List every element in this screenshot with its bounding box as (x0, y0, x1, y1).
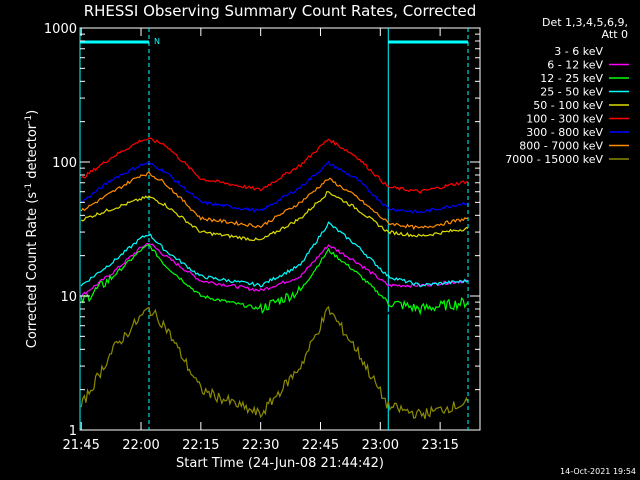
series-line (80, 305, 469, 420)
x-axis-label: Start Time (24-Jun-08 21:44:42) (176, 456, 384, 471)
x-tick-label: 22:00 (122, 438, 159, 453)
legend-label: 6 - 12 keV (547, 59, 603, 72)
legend-label: 25 - 50 keV (540, 86, 603, 99)
legend-header-line-2: Att 0 (602, 28, 628, 41)
series-line (80, 243, 469, 316)
night-marker-label: N (154, 37, 160, 46)
y-tick-label: 1000 (44, 22, 77, 37)
y-tick-label: 100 (52, 156, 77, 171)
y-axis-ticks: 1 10 100 1000 (44, 22, 480, 439)
series-line (80, 171, 469, 231)
chart-title: RHESSI Observing Summary Count Rates, Co… (84, 2, 477, 20)
x-axis-ticks: 21:45 22:00 22:15 22:30 22:45 23:00 23:15 (62, 28, 459, 453)
x-tick-label: 22:45 (302, 438, 339, 453)
y-tick-label: 10 (60, 290, 77, 305)
y-tick-label: 1 (69, 424, 77, 439)
series-line (80, 249, 469, 331)
series-line (81, 160, 469, 214)
legend-header-line-1: Det 1,3,4,5,6,9, (542, 16, 628, 29)
legend-label: 7000 - 15000 keV (505, 153, 603, 166)
legend-label: 12 - 25 keV (540, 72, 603, 85)
x-tick-label: 23:15 (421, 438, 458, 453)
legend-label: 100 - 300 keV (526, 113, 603, 126)
series-lines (80, 137, 469, 420)
x-tick-label: 22:30 (242, 438, 279, 453)
legend-label: 800 - 7000 keV (519, 140, 603, 153)
legend-label: 50 - 100 keV (533, 99, 603, 112)
series-line (80, 242, 469, 298)
night-markers: N (79, 28, 469, 430)
legend-label: 300 - 800 keV (526, 126, 603, 139)
series-line (80, 191, 469, 242)
x-tick-label: 22:15 (182, 438, 219, 453)
legend-label: 3 - 6 keV (554, 45, 603, 58)
x-tick-label: 23:00 (362, 438, 399, 453)
timestamp: 14-Oct-2021 19:54 (560, 467, 636, 476)
series-line (80, 221, 469, 288)
plot-frame (79, 27, 481, 431)
x-tick-label: 21:45 (62, 438, 99, 453)
series-line (80, 137, 469, 194)
y-axis-label: Corrected Count Rate (s-1 detector-1) (24, 110, 40, 348)
